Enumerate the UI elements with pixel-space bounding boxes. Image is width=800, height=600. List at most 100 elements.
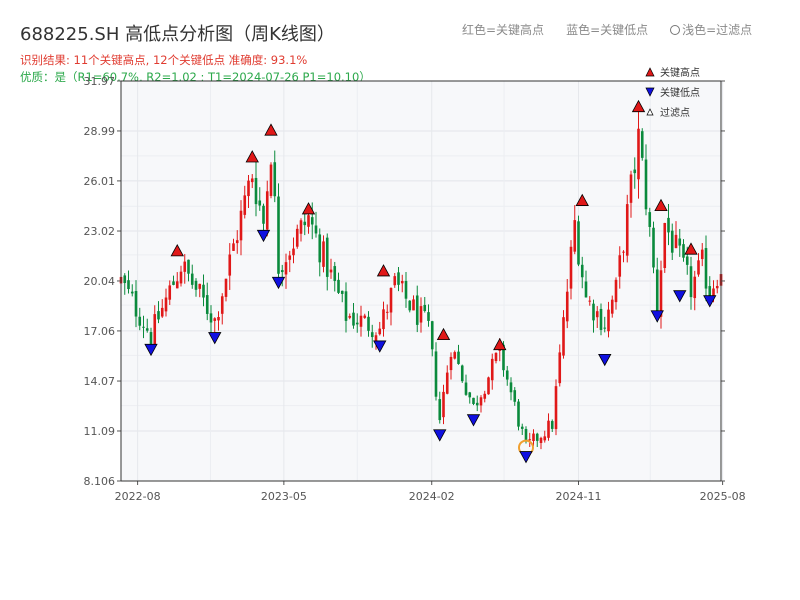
candle-body [438,399,442,421]
candle-body [359,315,363,327]
candle-body [382,309,385,330]
color-key-red: 红色=关键高点 [462,23,545,37]
candle-body [580,264,584,278]
candle-body [299,220,303,234]
axes: 8.106 11.09 14.07 17.06 20.04 23.02 26.01 28.99… [84,75,746,503]
candle-body [625,204,629,256]
x-tick-label: 2022-08 [115,490,161,503]
candle-body [483,393,487,399]
candle-body [164,297,168,312]
key-point-markers [144,99,717,464]
candle-body [472,397,475,404]
candle-body [412,299,415,311]
candle-body [194,280,198,290]
color-key: 红色=关键高点 蓝色=关键低点 浅色=过滤点 [462,21,752,38]
hollow-circle-icon [670,25,681,35]
candle-body [370,332,374,338]
candle-body [273,162,277,197]
candle-body [157,311,160,320]
key-low-marker [144,343,158,357]
candle-body [145,328,149,331]
key-low-marker [650,310,664,323]
candle-body [603,327,607,329]
candle-body [569,246,573,289]
candle-body [629,174,633,203]
key-high-marker [575,193,589,206]
candle-body [142,326,145,328]
candle-body [318,234,322,263]
candle-body [427,312,430,321]
candle-body [517,401,520,427]
candle-body [239,210,243,241]
candle-body [400,281,404,284]
candle-body [352,312,355,326]
y-tick-label: 11.09 [84,425,116,438]
candle-body [494,352,498,362]
candle-body [183,261,187,272]
candle-body [659,270,663,317]
candle-body [712,288,715,297]
candle-body [550,421,554,429]
candle-body [689,266,693,298]
color-key-blue: 蓝色=关键低点 [566,23,649,37]
candle-body [513,390,517,402]
candle-body [640,131,644,158]
x-tick-label: 2023-05 [261,490,307,503]
candle-body [250,178,254,183]
candle-body [295,228,299,247]
candle-body [322,241,325,267]
candle-body [655,269,659,314]
candle-body [160,307,164,317]
candle-body [453,352,457,359]
candle-body [198,283,202,289]
candle-body [652,227,655,268]
candle-body [168,285,172,300]
key-low-marker [373,340,387,353]
y-tick-label: 23.02 [84,225,116,238]
candle-body [344,291,348,321]
candle-body [708,286,712,298]
candle-body [235,240,239,244]
key-low-marker [466,414,481,427]
candle-body [262,205,265,224]
candle-body [562,317,565,356]
candle-body [524,428,528,441]
candle-body [674,234,678,249]
candle-body [138,316,142,326]
candle-body [502,344,505,371]
key-high-marker [684,242,698,255]
y-tick-label: 31.97 [84,75,116,88]
x-tick-label: 2024-11 [556,490,602,503]
candle-body [340,290,344,294]
key-low-marker [271,276,286,290]
key-high-marker [631,99,646,113]
y-tick-label: 14.07 [84,375,116,388]
key-high-marker [264,123,278,136]
candle-body [393,276,397,286]
candle-body [520,426,524,429]
candle-body [490,358,494,381]
candle-body [153,314,157,345]
candle-body [190,273,194,285]
candle-body [228,254,232,276]
candle-body [277,196,280,274]
candle-body [243,195,247,215]
candle-body [577,221,580,265]
candle-body [265,191,269,230]
candle-body [475,402,479,406]
candle-body [700,249,704,260]
candle-body [509,382,513,393]
candle-body [715,285,719,289]
candle-body [667,217,670,233]
y-tick-label: 28.99 [84,125,116,138]
candle-body [419,306,423,323]
key-high-marker [245,150,259,163]
key-high-marker [493,337,507,351]
legend-label: 关键高点 [660,66,700,79]
candle-body [547,420,550,438]
candle-body [397,272,400,285]
candle-body [127,280,130,290]
candle-body [599,308,603,330]
x-tick-label: 2024-02 [409,490,455,503]
